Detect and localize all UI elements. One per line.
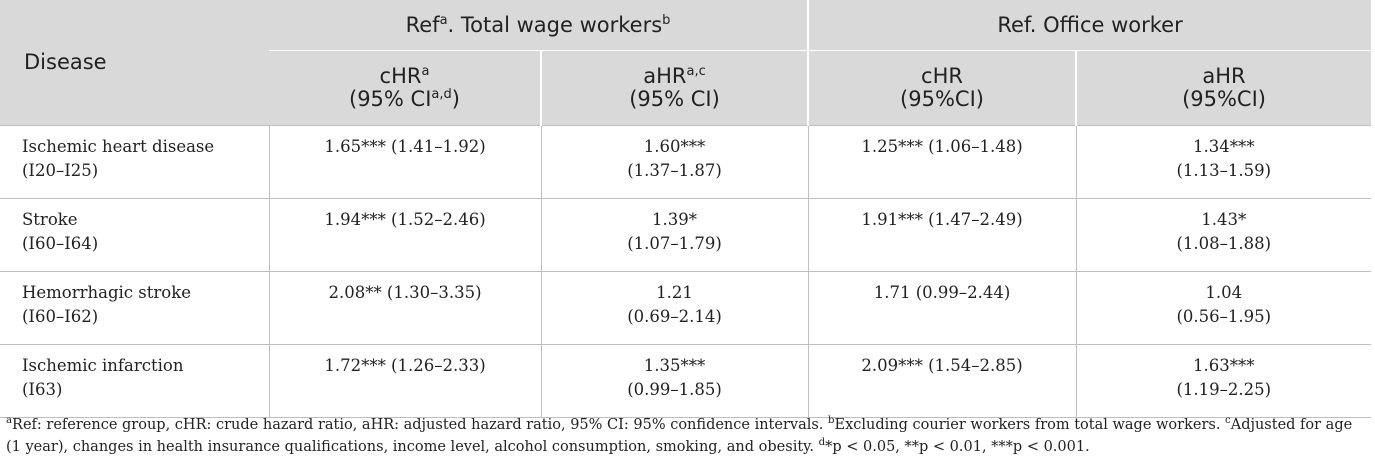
group1-label: . Total wage workers [447, 12, 663, 37]
ahr-office-header: aHR (95%CI) [1075, 50, 1372, 126]
footnote-a-marker: a [6, 415, 13, 427]
table-row: Hemorrhagic stroke (I60–I62) 2.08** (1.30… [0, 271, 1372, 345]
ahr-office-cell: 1.04 (0.56–1.95) [1075, 271, 1372, 345]
group1-prefix-sup: a [439, 12, 448, 28]
footnote-c-text: Adjusted for age (1 year), changes in he… [6, 417, 1353, 455]
disease-cell: Hemorrhagic stroke (I60–I62) [0, 271, 269, 345]
footnote-c-marker: c [1225, 415, 1231, 427]
total-wage-workers-group-header: Refa. Total wage workersb [269, 0, 809, 51]
ahr-office-cell: 1.63*** (1.19–2.25) [1075, 344, 1372, 418]
table-row: Stroke (I60–I64) 1.94*** (1.52–2.46) 1.39… [0, 198, 1372, 272]
chr-total-cell: 1.94*** (1.52–2.46) [268, 198, 541, 272]
header-row-2: cHRa (95% CIa,d) aHRa,c (95% CI) cHR (95… [0, 50, 1372, 126]
office-worker-group-header: Ref. Office worker [807, 0, 1372, 51]
disease-column-header: Disease [0, 0, 269, 126]
chr-office-cell: 1.91*** (1.47–2.49) [807, 198, 1077, 272]
footnote-d-marker: d [818, 437, 826, 449]
chr-office-cell: 1.71 (0.99–2.44) [807, 271, 1077, 345]
ahr-total-cell: 1.35*** (0.99–1.85) [540, 344, 809, 418]
table-container: Disease Refa. Total wage workersb Ref. O… [0, 0, 1372, 418]
chr-office-cell: 2.09*** (1.54–2.85) [807, 344, 1077, 418]
ahr-total-header: aHRa,c (95% CI) [539, 50, 809, 126]
chr-office-cell: 1.25*** (1.06–1.48) [807, 125, 1077, 199]
group1-sup: b [662, 12, 671, 28]
disease-cell: Ischemic heart disease (I20–I25) [0, 125, 269, 199]
chr-total-header: cHRa (95% CIa,d) [269, 50, 541, 126]
footnote-b-text: Excluding courier workers from total wag… [834, 417, 1226, 433]
footnote-a-text: Ref: reference group, cHR: crude hazard … [12, 417, 829, 433]
ahr-office-cell: 1.34*** (1.13–1.59) [1075, 125, 1372, 199]
disease-cell: Stroke (I60–I64) [0, 198, 269, 272]
ahr-total-cell: 1.39* (1.07–1.79) [540, 198, 809, 272]
chr-total-cell: 1.65*** (1.41–1.92) [268, 125, 541, 199]
table-row: Ischemic infarction (I63) 1.72*** (1.26–2… [0, 344, 1372, 418]
footnote-b-marker: b [828, 415, 835, 427]
disease-cell: Ischemic infarction (I63) [0, 344, 269, 418]
header-row-1: Disease Refa. Total wage workersb Ref. O… [0, 0, 1372, 126]
footnote-d-text: *p < 0.05, **p < 0.01, ***p < 0.001. [825, 439, 1090, 455]
ahr-total-cell: 1.21 (0.69–2.14) [540, 271, 809, 345]
table-footnote: aRef: reference group, cHR: crude hazard… [6, 414, 1368, 458]
hazard-ratio-table: Disease Refa. Total wage workersb Ref. O… [0, 0, 1372, 418]
table-row: Ischemic heart disease (I20–I25) 1.65*** … [0, 125, 1372, 199]
chr-total-cell: 1.72*** (1.26–2.33) [268, 344, 541, 418]
chr-total-cell: 2.08** (1.30–3.35) [268, 271, 541, 345]
ahr-office-cell: 1.43* (1.08–1.88) [1075, 198, 1372, 272]
group1-prefix: Ref [405, 12, 440, 37]
ahr-total-cell: 1.60*** (1.37–1.87) [540, 125, 809, 199]
chr-office-header: cHR (95%CI) [807, 50, 1077, 126]
